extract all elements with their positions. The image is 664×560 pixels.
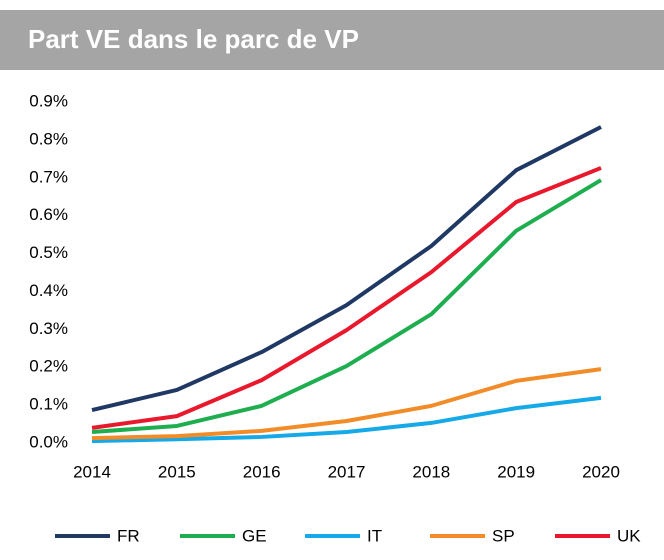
y-tick-label: 0.0% (29, 432, 68, 451)
chart-title: Part VE dans le parc de VP (28, 24, 359, 54)
x-tick-label: 2018 (412, 462, 450, 481)
x-tick-label: 2019 (497, 462, 535, 481)
y-tick-label: 0.4% (29, 281, 68, 300)
legend-label: UK (617, 526, 641, 545)
y-tick-label: 0.8% (29, 129, 68, 148)
series-line (91, 367, 602, 441)
series-line (91, 395, 602, 444)
legend-label: FR (117, 526, 140, 545)
legend-label: IT (367, 526, 382, 545)
x-tick-label: 2017 (328, 462, 366, 481)
y-tick-label: 0.3% (29, 319, 68, 338)
series-line (91, 178, 603, 435)
y-tick-label: 0.6% (29, 205, 68, 224)
y-tick-label: 0.7% (29, 167, 68, 186)
title-banner (0, 10, 664, 70)
y-tick-label: 0.5% (29, 243, 68, 262)
y-tick-label: 0.2% (29, 357, 68, 376)
legend-label: GE (242, 526, 267, 545)
x-tick-label: 2015 (158, 462, 196, 481)
x-tick-label: 2014 (73, 462, 111, 481)
x-tick-label: 2020 (582, 462, 620, 481)
y-tick-label: 0.1% (29, 395, 68, 414)
y-tick-label: 0.9% (29, 91, 68, 110)
series-line (91, 125, 602, 412)
series-line (91, 166, 602, 430)
x-tick-label: 2016 (243, 462, 281, 481)
legend-label: SP (492, 526, 515, 545)
